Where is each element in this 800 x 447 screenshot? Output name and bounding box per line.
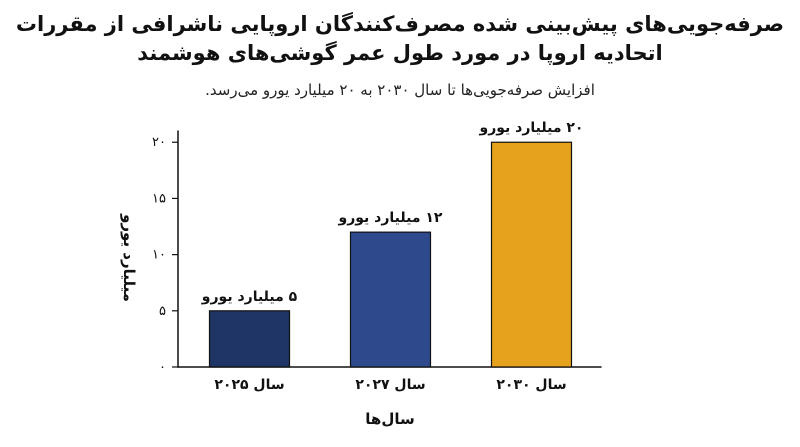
x-axis-categories: سال ۲۰۲۵ سال ۲۰۲۷ سال ۲۰۳۰ [214, 377, 566, 393]
x-category-label: سال ۲۰۲۷ [355, 377, 425, 393]
data-labels: ۵ میلیارد یورو ۱۲ میلیارد یورو ۲۰ میلیارد … [201, 120, 584, 305]
x-category-label: سال ۲۰۳۰ [496, 377, 566, 393]
x-axis-label: سال‌ها [365, 410, 414, 428]
bar [208, 310, 291, 368]
bars [208, 141, 573, 368]
y-axis-label: میلیارد یورو [120, 213, 138, 302]
y-tick-label: ۱۰ [152, 248, 166, 263]
chart-subtitle: افزایش صرفه‌جویی‌ها تا سال ۲۰۳۰ به ۲۰ می… [205, 81, 595, 99]
chart-title-line-1: صرفه‌جویی‌های پیش‌بینی شده مصرف‌کنندگان … [15, 12, 785, 36]
data-label: ۵ میلیارد یورو [201, 289, 298, 305]
data-label: ۲۰ میلیارد یورو [479, 120, 584, 136]
chart-title-line-2: اتحادیه اروپا در مورد طول عمر گوشی‌های ه… [137, 41, 663, 65]
bar [490, 141, 573, 368]
y-axis-ticks: ۰ ۵ ۱۰ ۱۵ ۲۰ [152, 135, 178, 375]
chart-title: صرفه‌جویی‌های پیش‌بینی شده مصرف‌کنندگان … [0, 10, 800, 68]
x-category-label: سال ۲۰۲۵ [214, 377, 284, 393]
y-tick-label: ۱۵ [152, 191, 166, 206]
data-label: ۱۲ میلیارد یورو [338, 210, 443, 226]
y-tick-label: ۵ [159, 304, 166, 319]
y-tick-label: ۰ [159, 360, 166, 375]
bar [349, 231, 432, 368]
y-tick-label: ۲۰ [152, 135, 166, 150]
